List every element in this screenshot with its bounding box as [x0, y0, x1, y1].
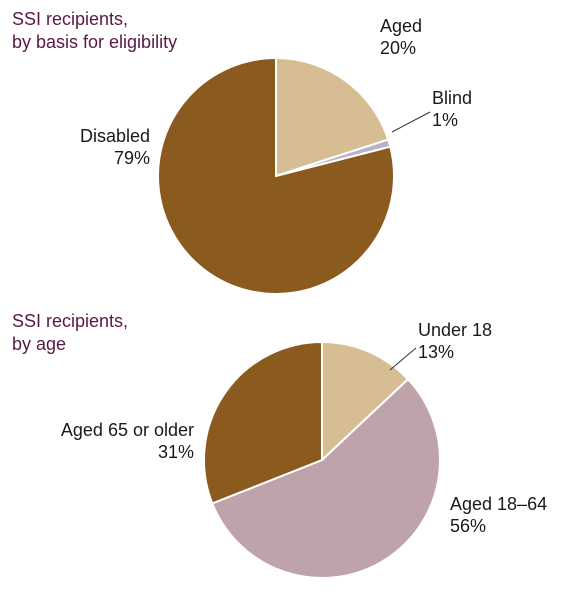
age-callout-under18: [390, 348, 416, 370]
age-label-age18_64-pct: 56%: [450, 516, 547, 538]
page: SSI recipients, by basis for eligibility…: [0, 0, 575, 595]
age-label-age65p-name: Aged 65 or older: [61, 420, 194, 442]
age-label-age65p: Aged 65 or older31%: [61, 420, 194, 463]
age-label-under18-name: Under 18: [418, 320, 492, 342]
age-label-age65p-pct: 31%: [61, 442, 194, 464]
age-label-under18: Under 1813%: [418, 320, 492, 363]
age-label-age18_64-name: Aged 18–64: [450, 494, 547, 516]
age-label-under18-pct: 13%: [418, 342, 492, 364]
age-label-age18_64: Aged 18–6456%: [450, 494, 547, 537]
